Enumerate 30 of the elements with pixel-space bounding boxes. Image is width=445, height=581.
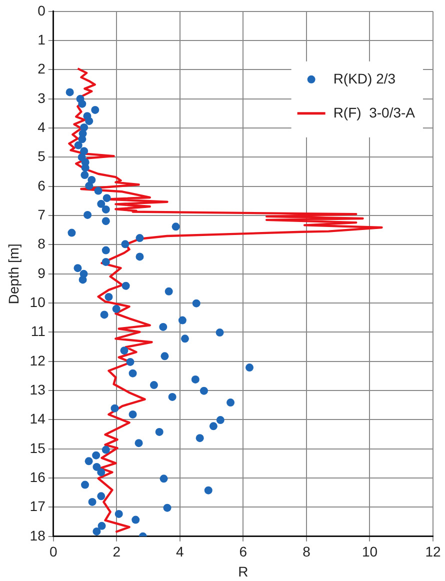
x-tick-label: 10 — [362, 544, 378, 560]
y-tick-label: 13 — [30, 381, 46, 398]
y-tick-label: 16 — [30, 468, 46, 485]
y-tick-label: 10 — [30, 294, 46, 310]
x-axis-title: R — [238, 563, 248, 580]
x-tick-label: 6 — [239, 544, 248, 560]
y-tick-label: 17 — [30, 498, 46, 514]
legend-label: R(KD) 2/3 — [333, 70, 396, 86]
y-tick-label: 2 — [38, 60, 46, 77]
x-tick-label: 12 — [425, 544, 441, 560]
y-tick-label: 14 — [30, 410, 46, 427]
y-axis-title: Depth [m] — [5, 244, 22, 304]
y-tick-label: 6 — [38, 177, 46, 194]
x-tick-label: 8 — [302, 544, 311, 560]
y-tick-label: 1 — [38, 31, 46, 48]
y-tick-label: 18 — [30, 527, 46, 544]
y-tick-label: 3 — [38, 90, 46, 106]
x-tick-label: 2 — [112, 544, 121, 560]
y-tick-label: 11 — [30, 323, 46, 340]
x-tick-label: 0 — [49, 544, 58, 560]
x-tick-label: 4 — [176, 544, 184, 560]
y-tick-label: 9 — [38, 264, 46, 281]
y-tick-label: 0 — [38, 2, 46, 18]
legend-label: R(F) 3-0/3-A — [333, 104, 416, 120]
y-tick-label: 5 — [38, 148, 46, 164]
y-tick-label: 12 — [30, 352, 46, 368]
y-tick-label: 8 — [38, 236, 46, 252]
y-tick-label: 4 — [38, 118, 46, 135]
y-tick-label: 15 — [30, 440, 46, 456]
y-tick-label: 7 — [38, 206, 46, 222]
